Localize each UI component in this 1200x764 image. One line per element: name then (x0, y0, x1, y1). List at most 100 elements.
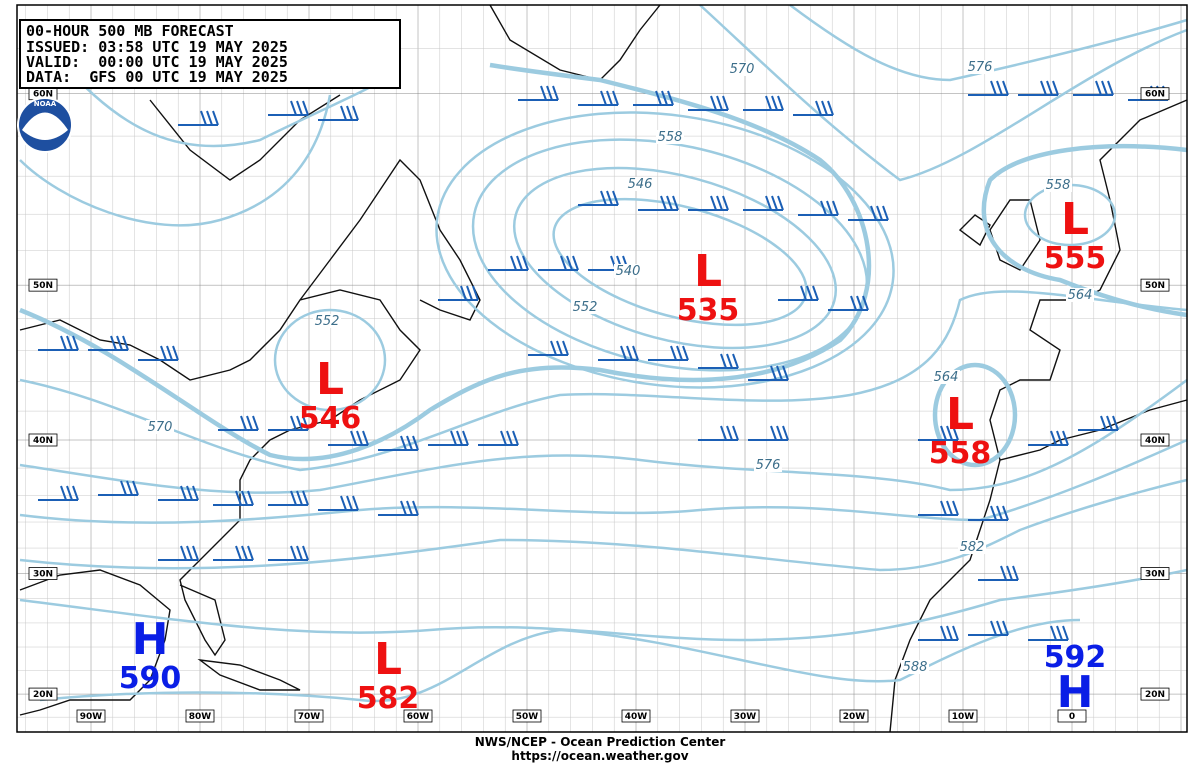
wind-barb (438, 285, 479, 301)
contour (19, 94, 332, 227)
wind-barb (918, 425, 959, 441)
lat-label: 20N (33, 690, 53, 700)
lon-label: 70W (298, 712, 321, 722)
noaa-logo: NOAA (17, 97, 73, 153)
contour (39, 618, 1081, 703)
wind-barb (968, 620, 1009, 636)
wind-barb (633, 90, 674, 106)
footer-agency: NWS/NCEP - Ocean Prediction Center (475, 735, 726, 749)
label-box (1140, 567, 1170, 580)
lat-label: 40N (33, 436, 53, 446)
coastline (989, 99, 1188, 461)
contour (699, 4, 1188, 182)
label-box (730, 709, 760, 723)
wind-barb (968, 80, 1009, 96)
lat-label: 30N (1145, 570, 1165, 580)
contour (19, 62, 872, 462)
label-bg (966, 60, 994, 74)
wind-barb (318, 495, 359, 511)
lon-label: 40W (625, 712, 648, 722)
wind-barb (88, 335, 129, 351)
wind-barb (698, 425, 739, 441)
wind-barb (688, 95, 729, 111)
wind-barb (528, 340, 569, 356)
lat-label: 60N (33, 90, 53, 100)
contours (19, 3, 1188, 703)
lat-label: 50N (33, 281, 53, 291)
contour-label: 588 (903, 660, 928, 675)
center-symbol: H (132, 614, 169, 665)
contour-label: 564 (934, 370, 959, 385)
lon-label: 0 (1069, 712, 1075, 722)
coordinate-labels: 60N 60N 50N 50N 40N 40N 30N 30N 20N 20N 90W 80W 70W 6… (28, 87, 1170, 723)
label-box (1140, 87, 1170, 101)
wind-barb (978, 565, 1019, 581)
label-box (512, 709, 542, 723)
header-frame (19, 19, 401, 89)
label-bg (958, 540, 986, 554)
label-bg (754, 458, 782, 472)
wind-barb (38, 485, 79, 501)
wind-barb (598, 345, 639, 361)
label-box (1140, 687, 1170, 701)
coastline (958, 214, 991, 247)
wind-barb (268, 545, 309, 561)
label-bg (571, 300, 599, 314)
wind-barb (578, 190, 619, 206)
coastline (299, 158, 481, 321)
wind-barb (793, 100, 834, 116)
lon-label: 80W (189, 712, 212, 722)
center-symbol: L (1061, 194, 1089, 245)
contour (512, 166, 838, 350)
wind-barb (38, 335, 79, 351)
label-box (185, 709, 215, 723)
wind-barb (798, 200, 839, 216)
contour (552, 197, 808, 327)
wind-barb (588, 255, 629, 271)
lon-label: 10W (952, 712, 975, 722)
contour (19, 438, 1188, 524)
wind-barb (428, 430, 469, 446)
label-box (839, 709, 869, 723)
wind-barb (743, 195, 784, 211)
lat-label: 20N (1145, 690, 1165, 700)
wind-barb (478, 430, 519, 446)
center-value: 535 (677, 293, 740, 328)
lon-label: 30W (734, 712, 757, 722)
label-bg (1044, 178, 1072, 192)
coastline (197, 658, 301, 691)
wind-barb (178, 110, 219, 126)
label-box (1140, 433, 1170, 447)
contour (273, 308, 387, 412)
label-bg (1066, 288, 1094, 302)
center-value: 590 (119, 661, 182, 696)
lon-label: 50W (516, 712, 539, 722)
contour-label: 546 (628, 177, 653, 192)
wind-barb (213, 490, 254, 506)
wind-barb (748, 425, 789, 441)
wind-barb (213, 545, 254, 561)
wind-barb (748, 365, 789, 381)
header-data: DATA: GFS 00 UTC 19 MAY 2025 (26, 68, 288, 86)
lon-label: 60W (407, 712, 430, 722)
wind-barb (328, 430, 369, 446)
wind-barb (268, 415, 309, 431)
wind-barb (518, 85, 559, 101)
coastline (19, 569, 171, 716)
label-box (621, 709, 651, 723)
contour-label: 552 (315, 314, 340, 329)
wind-barb (698, 353, 739, 369)
wind-barb (743, 95, 784, 111)
wind-barb (1073, 80, 1114, 96)
wind-barb (638, 195, 679, 211)
map-frame (16, 4, 1188, 733)
label-box (28, 567, 58, 580)
label-bg (656, 130, 684, 144)
center-symbol: L (374, 634, 402, 685)
center-value: 558 (929, 436, 992, 471)
wind-barb (918, 625, 959, 641)
label-box (1140, 278, 1170, 292)
wind-barb (578, 90, 619, 106)
center-value: 546 (299, 401, 362, 436)
wind-barb (1028, 430, 1069, 446)
